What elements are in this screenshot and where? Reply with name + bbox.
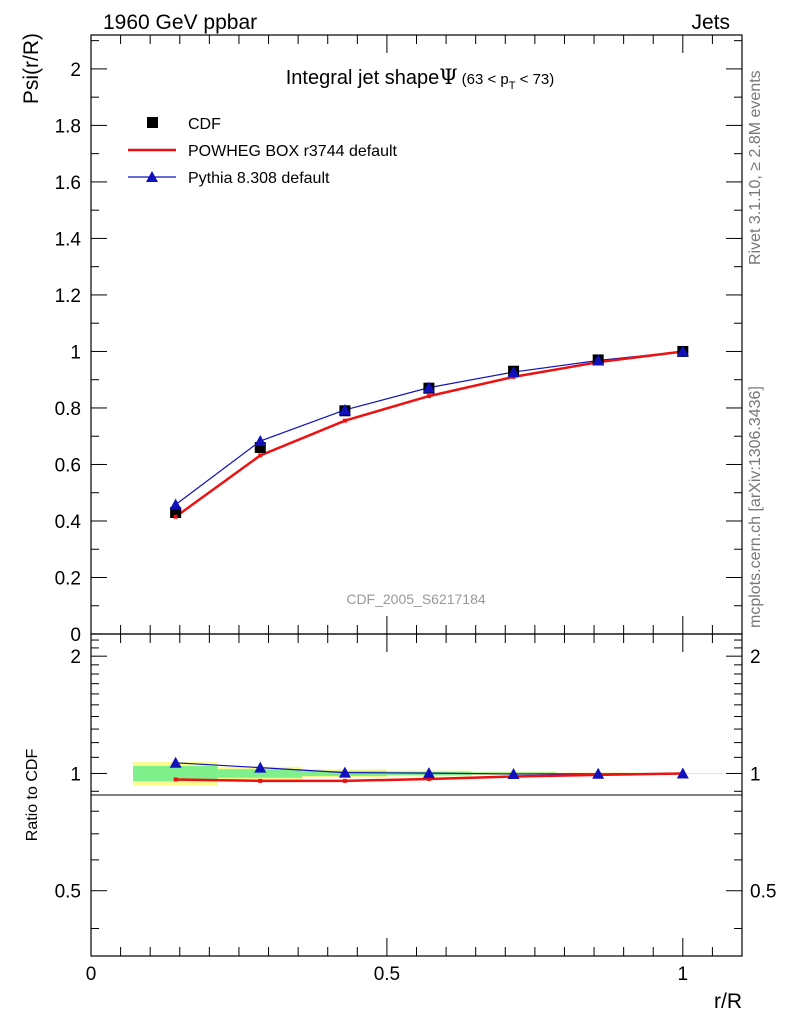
data-point-powheg <box>258 453 263 458</box>
ratio-point-pythia <box>254 761 267 773</box>
ratio-y-tick-labels: 0.5 0.5 1 1 2 2 <box>55 647 777 903</box>
data-point-cdf <box>254 442 266 454</box>
ratio-point-pythia <box>676 767 689 779</box>
data-point-pythia <box>592 354 605 366</box>
data-point-pythia <box>422 381 435 393</box>
data-point-powheg <box>342 418 347 423</box>
series-line-pythia <box>175 350 683 506</box>
uncertainty-band-inner <box>217 769 303 778</box>
legend-marker-cdf <box>147 117 158 128</box>
ratio-point-pythia <box>338 766 351 778</box>
energy-label: 1960 GeV ppbar <box>103 11 257 34</box>
mcplots-source-label: mcplots.cern.ch [arXiv:1306.3436] <box>747 386 764 628</box>
main-y-axis-label: Psi(r/R) <box>20 33 43 104</box>
ratio-frame <box>90 633 743 957</box>
ratio-point-pythia <box>592 767 605 779</box>
y-tick-label-main: 0.2 <box>55 568 81 589</box>
series-line-powheg <box>174 350 683 518</box>
y-tick-label-ratio-right: 1 <box>750 764 761 785</box>
y-tick-label-ratio-left: 2 <box>70 647 81 668</box>
x-tick-label: 1 <box>678 964 689 985</box>
ratio-point-pythia <box>422 767 435 779</box>
y-tick-label-main: 0.6 <box>55 455 81 476</box>
y-tick-label-main: 1.4 <box>55 229 82 250</box>
data-point-pythia <box>169 498 182 510</box>
analysis-watermark: CDF_2005_S6217184 <box>346 591 486 607</box>
y-tick-label-main: 0.4 <box>55 512 82 533</box>
y-tick-label-main: 0.8 <box>55 399 81 420</box>
y-tick-label-main: 1.2 <box>55 286 81 307</box>
data-point-powheg <box>173 514 178 519</box>
legend-label-cdf: CDF <box>188 116 221 133</box>
ratio-y-axis-label: Ratio to CDF <box>24 749 41 842</box>
data-point-pythia <box>507 366 520 378</box>
ratio-series <box>169 756 689 783</box>
x-tick-label: 0 <box>86 964 97 985</box>
y-tick-label-ratio-left: 1 <box>70 764 81 785</box>
legend-label-pythia: Pythia 8.308 default <box>188 170 330 187</box>
data-point-cdf <box>170 507 182 519</box>
ratio-point-powheg <box>426 776 431 781</box>
ratio-point-powheg <box>342 778 347 783</box>
y-tick-label-ratio-right: 2 <box>750 647 761 668</box>
x-tick-label: 0.5 <box>374 964 400 985</box>
pt-range-subscript: T <box>509 80 516 92</box>
pt-range-prefix: (63 < p <box>462 71 509 88</box>
legend: CDF POWHEG BOX r3744 default Pythia 8.30… <box>128 116 398 187</box>
y-tick-label-main: 2 <box>70 60 81 81</box>
x-axis-label: r/R <box>714 990 742 1013</box>
rivet-version-label: Rivet 3.1.10, ≥ 2.8M events <box>747 70 764 265</box>
y-tick-label-main: 1.8 <box>55 116 81 137</box>
data-point-pythia <box>676 345 689 357</box>
data-point-pythia <box>338 403 351 415</box>
process-label: Jets <box>691 11 730 34</box>
y-tick-label-main: 1 <box>70 342 81 363</box>
y-tick-label-main: 0 <box>70 625 81 646</box>
chart-title-text: Integral jet shape <box>286 67 439 89</box>
ratio-point-powheg <box>173 777 178 782</box>
main-panel: 0 0.2 0.4 0.6 0.8 1 1.2 1.4 1.6 1.8 2 Psi(r/R) Int… <box>20 33 743 646</box>
chart-title: Integral jet shapeΨ (63 < pT < 73) <box>286 65 555 92</box>
legend-label-powheg: POWHEG BOX r3744 default <box>188 143 398 160</box>
main-panel-ticks <box>90 35 743 635</box>
y-tick-label-main: 1.6 <box>55 173 81 194</box>
data-point-powheg <box>426 394 431 399</box>
uncertainty-band-inner <box>133 766 218 782</box>
ratio-panel: 0.5 0.51 12 2 Ratio to CDF 0 0.5 1 r/R <box>24 633 777 1013</box>
ratio-point-pythia <box>169 756 182 768</box>
x-tick-labels: 0 0.5 1 <box>86 964 688 985</box>
ratio-point-powheg <box>258 778 263 783</box>
pt-range-suffix: < 73) <box>515 71 554 88</box>
data-point-pythia <box>254 435 267 447</box>
ratio-point-pythia <box>507 767 520 779</box>
y-tick-label-ratio-right: 0.5 <box>750 882 776 903</box>
psi-symbol: Ψ <box>439 65 457 89</box>
main-series <box>169 345 689 519</box>
main-y-tick-labels: 0 0.2 0.4 0.6 0.8 1 1.2 1.4 1.6 1.8 2 <box>55 60 82 646</box>
y-tick-label-ratio-left: 0.5 <box>55 882 81 903</box>
legend-marker-pythia <box>146 171 158 182</box>
ratio-panel-ticks <box>90 634 743 956</box>
